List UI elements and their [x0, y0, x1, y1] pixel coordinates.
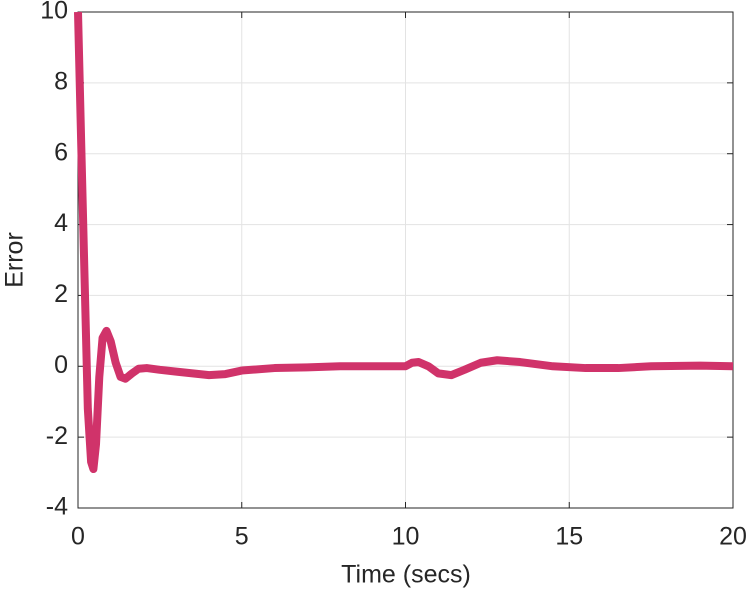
y-tick-label: 0: [54, 351, 68, 379]
plot-frame: [77, 11, 734, 509]
x-tick-label: 15: [555, 523, 583, 551]
x-tick-label: 20: [719, 523, 747, 551]
x-tick-label: 5: [235, 523, 249, 551]
x-tick-label: 10: [392, 523, 420, 551]
x-axis-label: Time (secs): [341, 561, 471, 589]
y-tick-label: 2: [54, 280, 68, 308]
data-line: [74, 11, 734, 474]
y-tick-label: -4: [46, 493, 68, 521]
x-tick-label: 0: [71, 523, 85, 551]
y-tick-label: 6: [54, 138, 68, 166]
y-tick-label: -2: [46, 422, 68, 450]
y-axis-label: Error: [1, 232, 29, 288]
y-tick-label: 8: [54, 67, 68, 95]
y-tick-label: 10: [40, 0, 68, 25]
y-tick-label: 4: [54, 209, 68, 237]
